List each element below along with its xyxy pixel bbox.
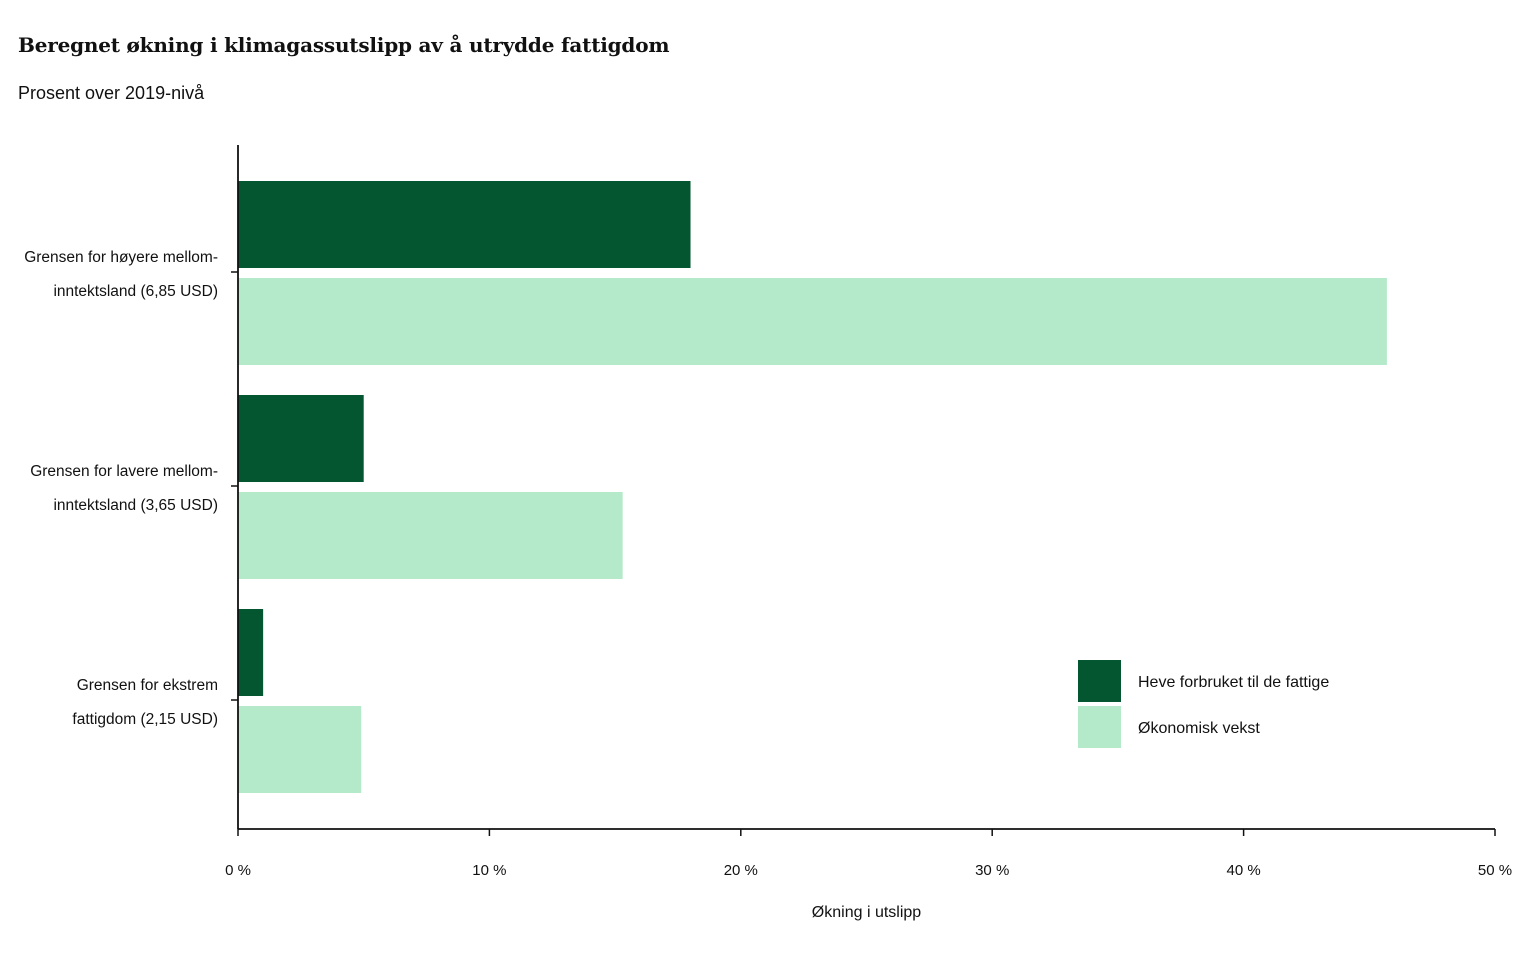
- legend-label-growth: Økonomisk vekst: [1138, 720, 1260, 737]
- legend-label-consumption: Heve forbruket til de fattige: [1138, 674, 1329, 691]
- x-tick-label: 50 %: [1478, 862, 1512, 879]
- category-label: inntektsland (6,85 USD): [53, 283, 218, 300]
- bar-consumption-1: [238, 395, 364, 482]
- chart-title: Beregnet økning i klimagassutslipp av å …: [18, 33, 670, 57]
- category-label: fattigdom (2,15 USD): [72, 711, 218, 728]
- x-tick-label: 30 %: [975, 862, 1009, 879]
- bar-growth-0: [238, 278, 1387, 365]
- x-axis-title: Økning i utslipp: [812, 904, 921, 921]
- chart-subtitle: Prosent over 2019-nivå: [18, 83, 205, 103]
- x-tick-label: 20 %: [724, 862, 758, 879]
- x-tick-label: 40 %: [1226, 862, 1260, 879]
- x-tick-label: 0 %: [225, 862, 251, 879]
- category-label: Grensen for høyere mellom-: [24, 249, 218, 266]
- x-tick-label: 10 %: [472, 862, 506, 879]
- category-label: Grensen for lavere mellom-: [30, 463, 218, 480]
- bar-consumption-0: [238, 181, 691, 268]
- legend-swatch-consumption: [1078, 660, 1121, 702]
- bar-growth-1: [238, 492, 623, 579]
- bar-growth-2: [238, 706, 362, 793]
- legend-swatch-growth: [1078, 706, 1121, 748]
- category-label: Grensen for ekstrem: [77, 677, 218, 694]
- bar-consumption-2: [238, 609, 264, 696]
- category-label: inntektsland (3,65 USD): [53, 497, 218, 514]
